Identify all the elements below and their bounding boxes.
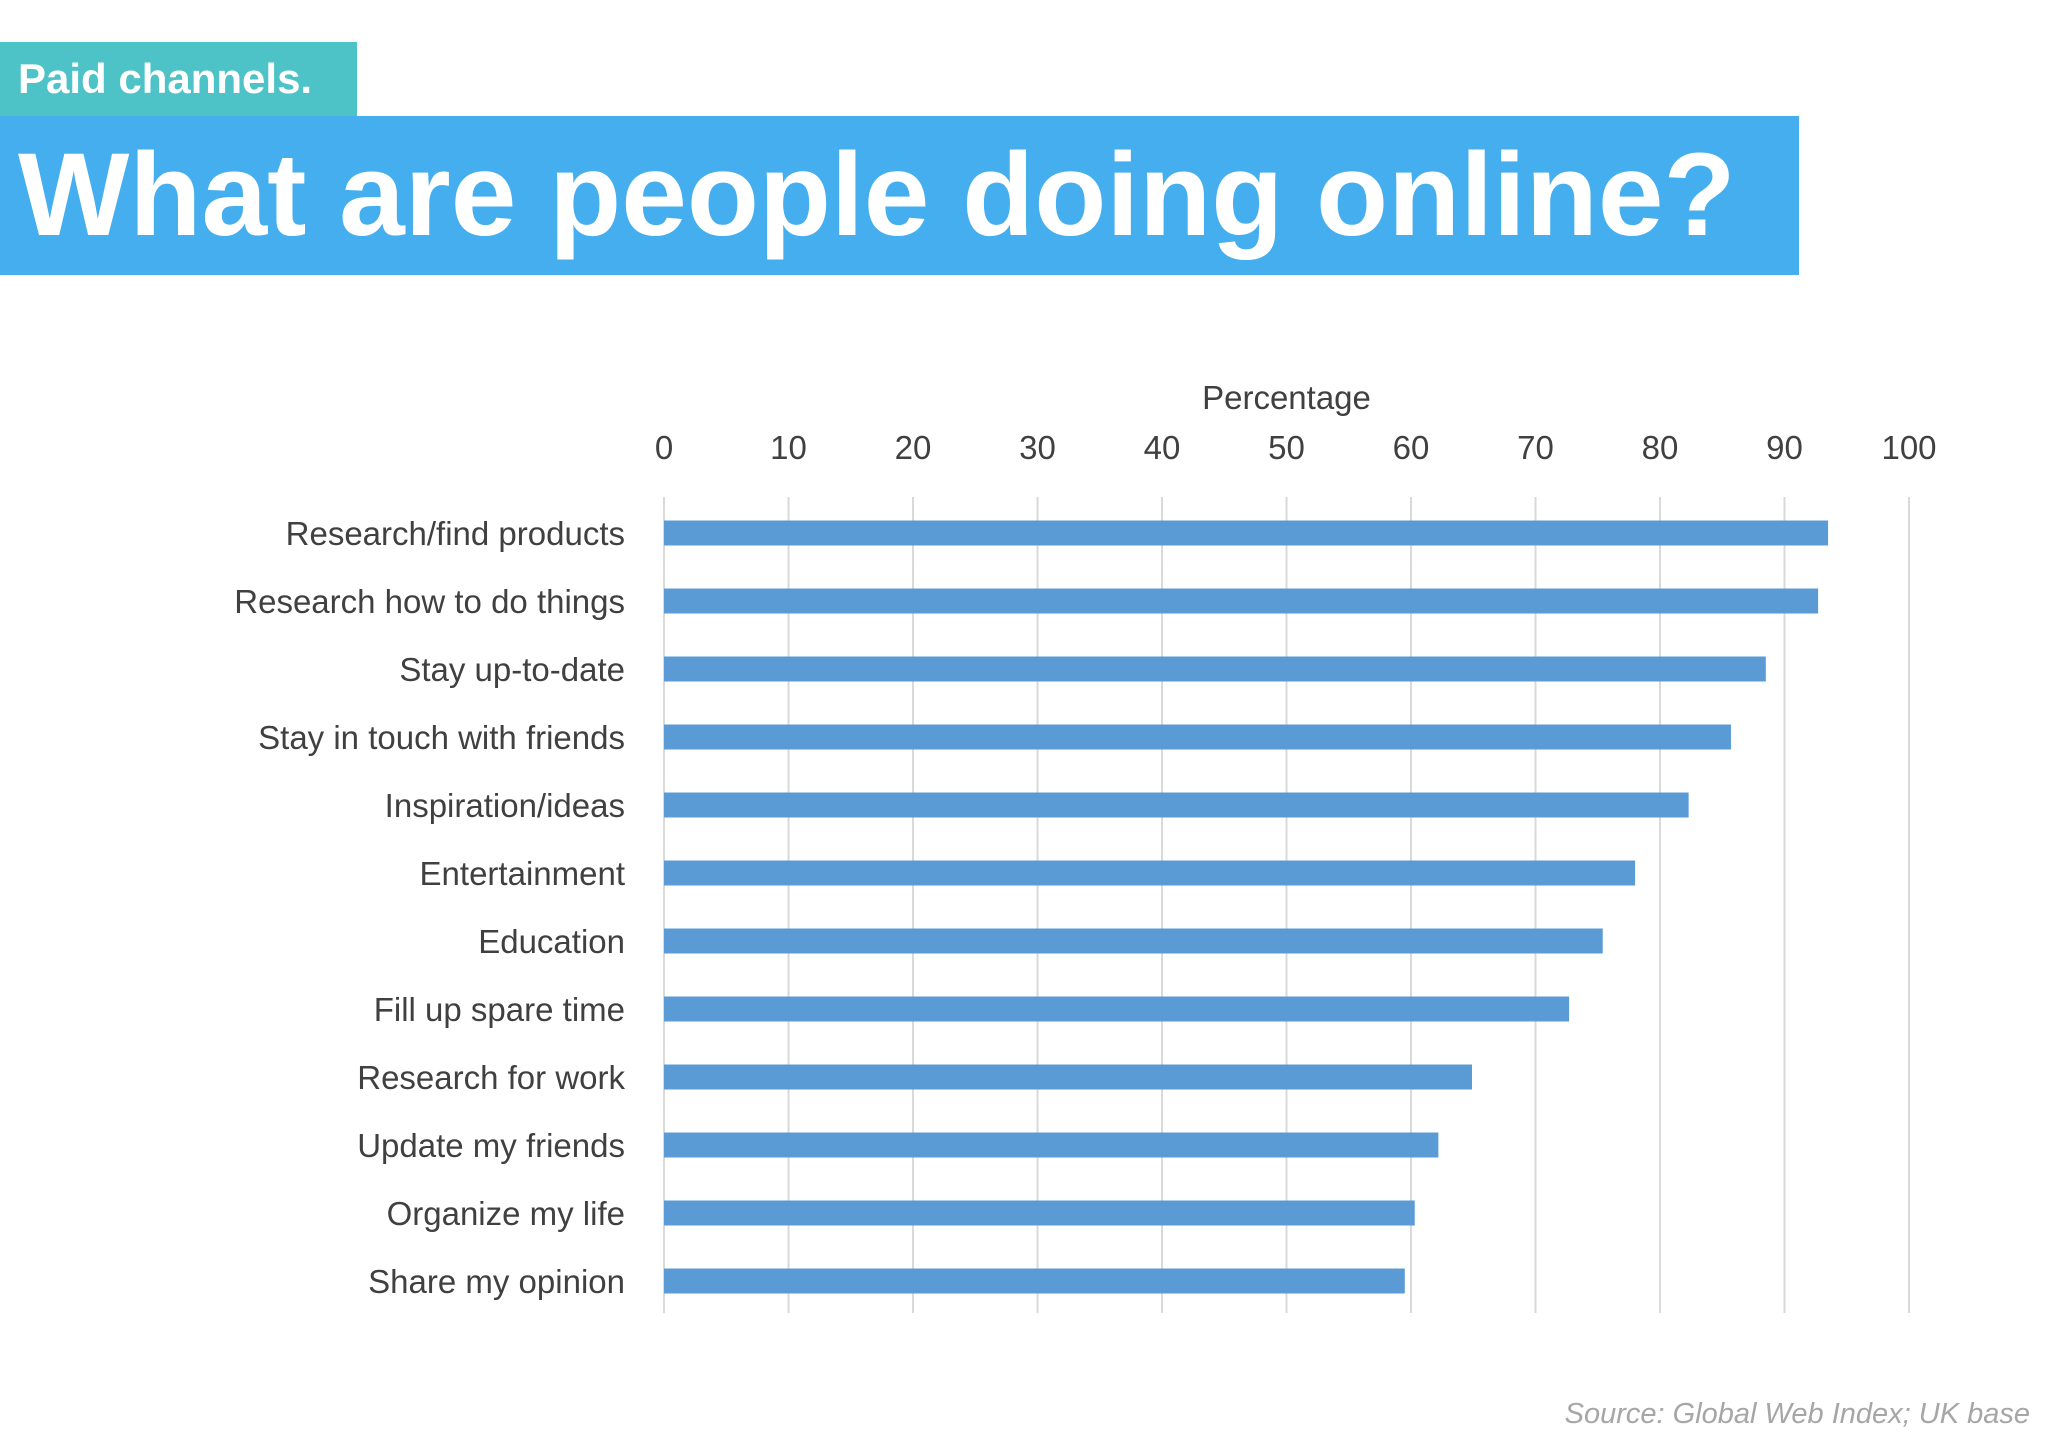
category-label: Stay up-to-date (399, 651, 625, 688)
bars (664, 520, 1829, 1294)
x-tick-label: 60 (1393, 429, 1430, 466)
category-label: Research/find products (286, 515, 625, 552)
x-tick-labels: 0 10 20 30 40 50 60 70 80 90 100 (655, 429, 1937, 466)
category-labels: Research/find products Research how to do… (234, 515, 625, 1300)
bar (664, 1200, 1415, 1226)
x-tick-label: 0 (655, 429, 673, 466)
category-label: Share my opinion (368, 1263, 625, 1300)
x-tick-label: 10 (770, 429, 807, 466)
x-tick-label: 50 (1268, 429, 1305, 466)
category-label: Stay in touch with friends (258, 719, 625, 756)
category-label: Research for work (357, 1059, 625, 1096)
bar (664, 588, 1819, 614)
category-label: Organize my life (387, 1195, 625, 1232)
bar (664, 520, 1829, 546)
category-label: Research how to do things (234, 583, 625, 620)
bar (664, 860, 1636, 886)
x-tick-label: 70 (1517, 429, 1554, 466)
bar (664, 1268, 1405, 1294)
bar (664, 1132, 1439, 1158)
grid-lines (663, 497, 1910, 1313)
bar (664, 792, 1689, 818)
source-note: Source: Global Web Index; UK base (1564, 1398, 2030, 1430)
bar (664, 928, 1603, 954)
bar (664, 724, 1731, 750)
section-tag: Paid channels. (0, 42, 357, 116)
x-tick-label: 30 (1019, 429, 1056, 466)
slide-headline: What are people doing online? (0, 116, 1799, 275)
category-label: Inspiration/ideas (385, 787, 625, 824)
category-label: Entertainment (420, 855, 625, 892)
x-tick-label: 90 (1766, 429, 1803, 466)
bar (664, 1064, 1473, 1090)
bar (664, 656, 1766, 682)
category-label: Fill up spare time (374, 991, 625, 1028)
x-tick-label: 100 (1881, 429, 1936, 466)
x-tick-label: 40 (1144, 429, 1181, 466)
x-tick-label: 80 (1642, 429, 1679, 466)
x-tick-label: 20 (895, 429, 932, 466)
category-label: Education (478, 923, 625, 960)
bar (664, 996, 1570, 1022)
category-label: Update my friends (357, 1127, 625, 1164)
x-axis-title: Percentage (1202, 379, 1371, 416)
